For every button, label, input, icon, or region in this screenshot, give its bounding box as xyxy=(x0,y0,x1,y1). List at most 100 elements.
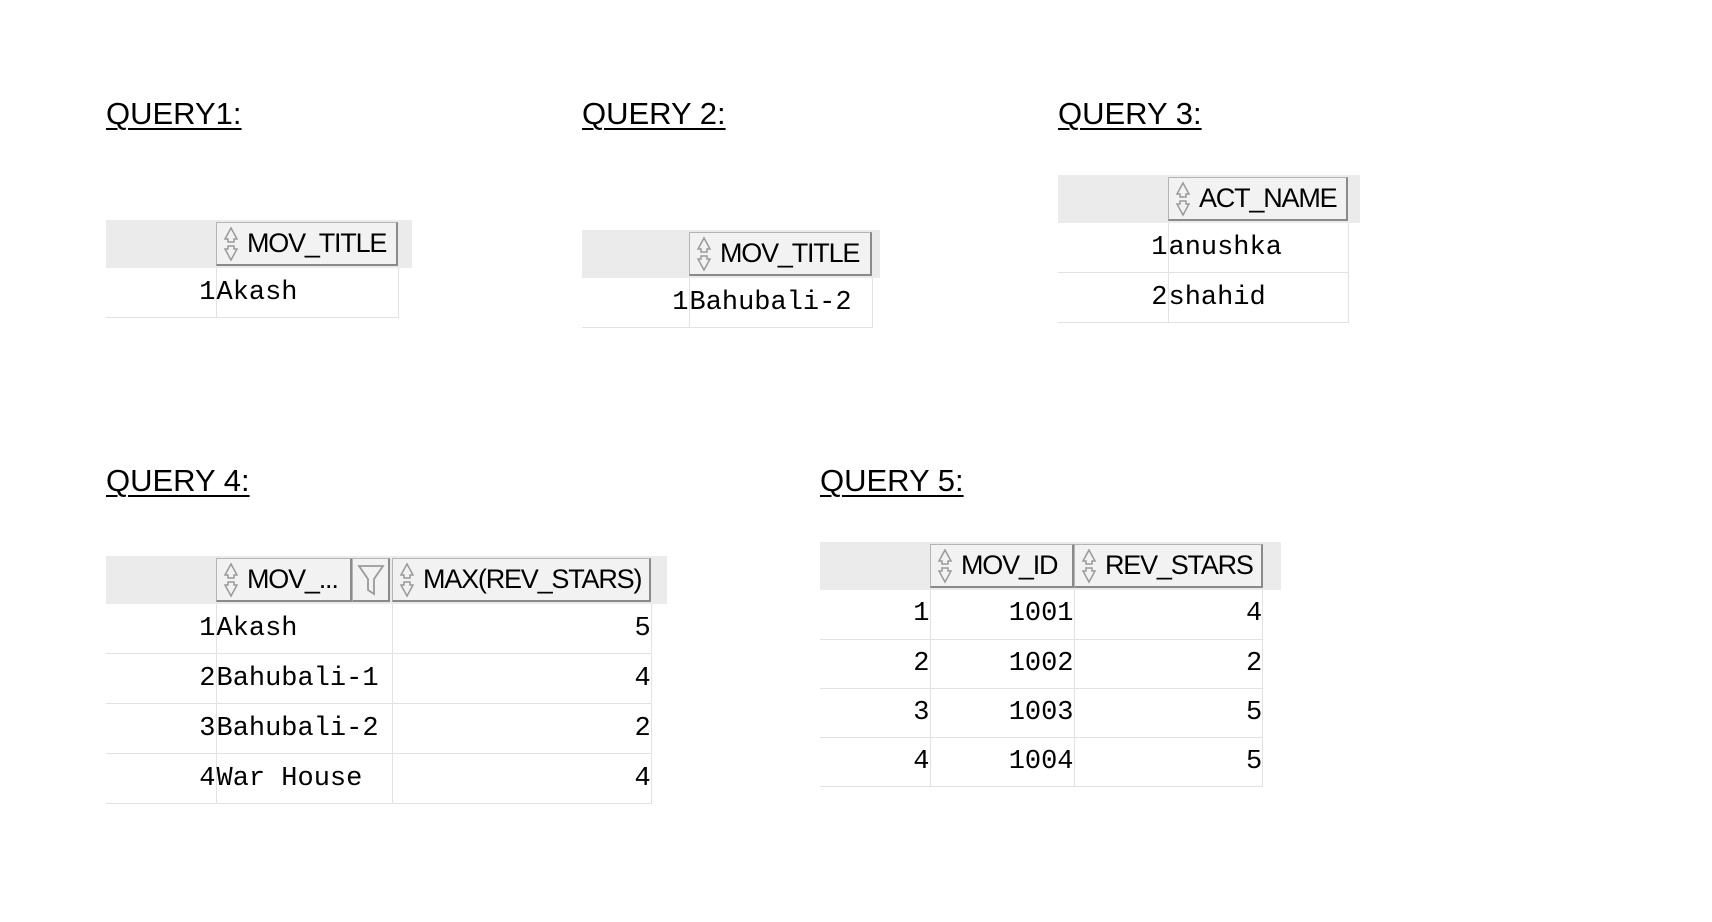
header-row: ACT_NAME xyxy=(1058,175,1360,223)
row-filler xyxy=(1263,639,1281,688)
sort-arrows-icon[interactable] xyxy=(397,561,417,599)
cell-mov-title[interactable]: Bahubali-2 xyxy=(216,703,393,754)
cell-act-name[interactable]: shahid xyxy=(1168,272,1349,323)
row-number: 1 xyxy=(106,268,217,318)
row-filler xyxy=(651,604,667,654)
query2-result-grid: MOV_TITLE 1 Bahubali-2 xyxy=(582,230,880,328)
cell-act-name[interactable]: anushka xyxy=(1168,223,1349,273)
row-number: 4 xyxy=(106,753,217,804)
cell-mov-title[interactable]: Akash xyxy=(216,268,399,318)
column-header-label: MOV_... xyxy=(247,564,339,594)
row-filler xyxy=(1348,273,1360,323)
cell-mov-title[interactable]: Akash xyxy=(216,604,393,654)
table-row: 1 Akash 5 xyxy=(106,604,667,654)
table-row: 4 War House 4 xyxy=(106,753,667,804)
cell-rev-stars[interactable]: 4 xyxy=(1074,590,1264,640)
row-number: 2 xyxy=(1058,272,1169,323)
row-filler xyxy=(1263,737,1281,786)
header-row: MOV_ID REV_STARS xyxy=(820,542,1281,590)
row-filler xyxy=(1263,590,1281,639)
cell-max-rev-stars[interactable]: 5 xyxy=(392,604,652,654)
row-number-header xyxy=(820,542,930,590)
query5-title: QUERY 5: xyxy=(820,463,964,498)
row-filler xyxy=(651,654,667,704)
column-header-act-name[interactable]: ACT_NAME xyxy=(1168,175,1348,223)
query1-result-grid: MOV_TITLE 1 Akash xyxy=(106,220,412,318)
cell-rev-stars[interactable]: 5 xyxy=(1074,737,1264,787)
cell-rev-stars[interactable]: 2 xyxy=(1074,639,1264,689)
sort-arrows-icon[interactable] xyxy=(221,561,241,599)
row-filler xyxy=(651,704,667,754)
query2-title: QUERY 2: xyxy=(582,96,726,131)
cell-mov-title[interactable]: War House xyxy=(216,753,393,804)
row-filler xyxy=(1348,223,1360,273)
table-row: 1 Bahubali-2 xyxy=(582,278,880,328)
cell-max-rev-stars[interactable]: 2 xyxy=(392,703,652,754)
row-number: 3 xyxy=(106,703,217,754)
column-header-mov-title[interactable]: MOV_TITLE xyxy=(216,220,398,268)
header-filler xyxy=(398,220,412,268)
query3-result-grid: ACT_NAME 1 anushka 2 shahid xyxy=(1058,175,1360,323)
row-number: 1 xyxy=(582,278,690,328)
cell-mov-id[interactable]: 1001 xyxy=(930,590,1075,640)
header-row: MOV_TITLE xyxy=(106,220,412,268)
row-number: 1 xyxy=(1058,223,1169,273)
column-header-max-rev-stars[interactable]: MAX(REV_STARS) xyxy=(392,556,652,604)
column-header-mov-id[interactable]: MOV_ID xyxy=(930,542,1074,590)
row-filler xyxy=(872,278,880,328)
row-number: 4 xyxy=(820,737,931,787)
row-number-header xyxy=(106,220,216,268)
row-number: 1 xyxy=(106,604,217,654)
column-header-label: MAX(REV_STARS) xyxy=(423,564,642,594)
column-header-mov-title[interactable]: MOV_TITLE xyxy=(689,230,872,278)
header-filler xyxy=(872,230,880,278)
row-number: 1 xyxy=(820,590,931,640)
table-row: 1 1001 4 xyxy=(820,590,1281,640)
table-row: 2 1002 2 xyxy=(820,639,1281,689)
cell-mov-id[interactable]: 1004 xyxy=(930,737,1075,787)
table-row: 3 Bahubali-2 2 xyxy=(106,703,667,754)
filter-funnel-icon xyxy=(356,564,385,596)
header-filler xyxy=(651,556,668,604)
row-number: 2 xyxy=(106,653,217,704)
sort-arrows-icon[interactable] xyxy=(1173,180,1193,218)
cell-mov-id[interactable]: 1003 xyxy=(930,688,1075,738)
cell-max-rev-stars[interactable]: 4 xyxy=(392,753,652,804)
sort-arrows-icon[interactable] xyxy=(221,225,241,263)
cell-mov-title[interactable]: Bahubali-1 xyxy=(216,653,393,704)
row-number: 3 xyxy=(820,688,931,738)
row-filler xyxy=(651,754,667,804)
filter-button[interactable] xyxy=(352,556,392,604)
header-filler xyxy=(1348,175,1360,223)
sort-arrows-icon[interactable] xyxy=(935,547,955,585)
query1-title: QUERY1: xyxy=(106,96,242,131)
query3-title: QUERY 3: xyxy=(1058,96,1202,131)
column-header-label: MOV_ID xyxy=(961,550,1059,580)
column-header-label: ACT_NAME xyxy=(1199,183,1338,213)
query4-title: QUERY 4: xyxy=(106,463,250,498)
header-filler xyxy=(1262,542,1281,590)
table-row: 2 shahid xyxy=(1058,272,1360,323)
column-header-rev-stars[interactable]: REV_STARS xyxy=(1074,542,1263,590)
query4-result-grid: MOV_... MAX(REV_STARS) 1 Akash 5 2 Bahub… xyxy=(106,556,668,804)
table-row: 4 1004 5 xyxy=(820,737,1281,787)
table-row: 1 Akash xyxy=(106,268,412,318)
header-row: MOV_... MAX(REV_STARS) xyxy=(106,556,668,604)
table-row: 1 anushka xyxy=(1058,223,1360,273)
sort-arrows-icon[interactable] xyxy=(694,235,714,273)
column-header-label: MOV_TITLE xyxy=(720,238,860,268)
column-header-label: REV_STARS xyxy=(1105,550,1254,580)
cell-mov-id[interactable]: 1002 xyxy=(930,639,1075,689)
row-number-header xyxy=(1058,175,1168,223)
row-filler xyxy=(1263,688,1281,737)
cell-rev-stars[interactable]: 5 xyxy=(1074,688,1264,738)
sort-arrows-icon[interactable] xyxy=(1079,547,1099,585)
column-header-mov-title[interactable]: MOV_... xyxy=(216,556,352,604)
header-row: MOV_TITLE xyxy=(582,230,880,278)
table-row: 2 Bahubali-1 4 xyxy=(106,653,667,704)
query5-result-grid: MOV_ID REV_STARS 1 1001 4 2 1002 2 3 100… xyxy=(820,542,1281,787)
row-filler xyxy=(398,268,412,318)
cell-max-rev-stars[interactable]: 4 xyxy=(392,653,652,704)
cell-mov-title[interactable]: Bahubali-2 xyxy=(689,278,873,328)
row-number: 2 xyxy=(820,639,931,689)
